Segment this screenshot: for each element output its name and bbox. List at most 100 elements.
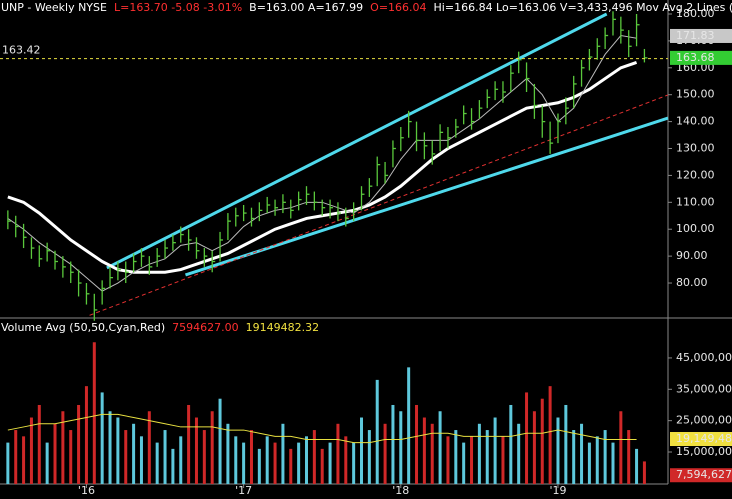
volume-bar bbox=[556, 417, 560, 484]
volume-bar bbox=[336, 423, 340, 484]
volume-bar bbox=[69, 430, 73, 484]
y-tick-label: 100.00 bbox=[676, 222, 715, 235]
trendline bbox=[89, 94, 669, 316]
volume-bar bbox=[202, 430, 206, 484]
volume-bar bbox=[179, 436, 183, 484]
volume-bar bbox=[383, 423, 387, 484]
volume-bar bbox=[84, 386, 88, 484]
volume-bar bbox=[485, 430, 489, 484]
header-item: Hi=166.84 Lo=163.06 V=3,433,496 Mov Avg … bbox=[434, 1, 732, 14]
chart-header: UNP - Weekly NYSE L=163.70 -5.08 -3.01% B=… bbox=[1, 1, 732, 14]
volume-bar bbox=[116, 417, 120, 484]
volume-bar bbox=[92, 342, 96, 484]
x-tick-label: '18 bbox=[392, 484, 409, 497]
volume-bar bbox=[265, 436, 269, 484]
volume-bar bbox=[415, 404, 419, 484]
volume-bar bbox=[234, 436, 238, 484]
volume-bar bbox=[548, 386, 552, 484]
y-tick-label: 80.00 bbox=[676, 276, 708, 289]
volume-bar bbox=[493, 417, 497, 484]
header-item: L=163.70 -5.08 -3.01% bbox=[114, 1, 242, 14]
volume-bar bbox=[281, 423, 285, 484]
volume-bar bbox=[517, 423, 521, 484]
x-tick-label: '19 bbox=[549, 484, 566, 497]
volume-bar bbox=[501, 436, 505, 484]
volume-bar bbox=[273, 442, 277, 484]
volume-legend-item: 7594627.00 bbox=[172, 321, 238, 334]
volume-legend-item: Volume Avg (50,50,Cyan,Red) bbox=[1, 321, 165, 334]
volume-legend: Volume Avg (50,50,Cyan,Red) 7594627.00 191… bbox=[1, 321, 319, 334]
volume-bar bbox=[360, 417, 364, 484]
volume-bar bbox=[611, 442, 615, 484]
volume-bar bbox=[312, 430, 316, 484]
volume-bar bbox=[446, 436, 450, 484]
volume-bar bbox=[430, 423, 434, 484]
volume-bar bbox=[619, 411, 623, 484]
y-tick-label: 90.00 bbox=[676, 249, 708, 262]
volume-bar bbox=[37, 404, 41, 484]
volume-tick-label: 35,000,000 bbox=[676, 382, 732, 395]
volume-bar bbox=[587, 442, 591, 484]
trendline bbox=[185, 116, 669, 277]
volume-bar bbox=[249, 430, 253, 484]
volume-bar bbox=[509, 404, 513, 484]
volume-tick-label: 15,000,000 bbox=[676, 445, 732, 458]
volume-bar bbox=[187, 404, 191, 484]
y-tick-label: 120.00 bbox=[676, 168, 715, 181]
value-callout bbox=[670, 432, 732, 447]
volume-bar bbox=[399, 411, 403, 484]
volume-bar bbox=[147, 411, 151, 484]
y-tick-label: 180.00 bbox=[676, 7, 715, 20]
volume-bar bbox=[595, 436, 599, 484]
volume-bar bbox=[77, 404, 81, 484]
volume-bar bbox=[22, 436, 26, 484]
volume-bar bbox=[642, 461, 646, 484]
volume-bar bbox=[320, 448, 324, 484]
volume-bar bbox=[304, 436, 308, 484]
volume-bar bbox=[163, 430, 167, 484]
value-callout-label: 171.83 bbox=[676, 29, 715, 42]
y-tick-label: 150.00 bbox=[676, 88, 715, 101]
volume-bar bbox=[297, 442, 301, 484]
volume-bar bbox=[210, 411, 214, 484]
value-callout-label: 163.68 bbox=[676, 51, 715, 64]
volume-bar bbox=[375, 379, 379, 484]
volume-bar bbox=[171, 448, 175, 484]
volume-bar bbox=[6, 442, 10, 484]
volume-bar bbox=[391, 404, 395, 484]
value-callout-label: 7,594,627 bbox=[676, 468, 732, 481]
volume-bar bbox=[14, 430, 18, 484]
value-callout bbox=[670, 28, 732, 43]
volume-bar bbox=[580, 423, 584, 484]
volume-bar bbox=[132, 423, 136, 484]
volume-bar bbox=[422, 417, 426, 484]
value-callout bbox=[670, 468, 732, 483]
volume-bar bbox=[603, 430, 607, 484]
header-item: UNP - Weekly NYSE bbox=[1, 1, 107, 14]
volume-tick-label: 25,000,000 bbox=[676, 414, 732, 427]
header-item: B=163.00 A=167.99 bbox=[249, 1, 363, 14]
reference-label: 163.42 bbox=[2, 44, 41, 57]
volume-bar bbox=[328, 442, 332, 484]
x-tick-label: '16 bbox=[78, 484, 95, 497]
volume-legend-item: 19149482.32 bbox=[246, 321, 319, 334]
volume-bar bbox=[53, 423, 57, 484]
volume-bar bbox=[532, 411, 536, 484]
volume-bar bbox=[627, 430, 631, 484]
volume-bar bbox=[407, 367, 411, 484]
value-callout bbox=[670, 50, 732, 65]
volume-bar bbox=[454, 430, 458, 484]
header-item: O=166.04 bbox=[370, 1, 426, 14]
volume-bar bbox=[540, 398, 544, 484]
volume-bar bbox=[257, 448, 261, 484]
volume-bar bbox=[100, 392, 104, 484]
volume-bar bbox=[155, 442, 159, 484]
volume-bar bbox=[29, 417, 33, 484]
y-tick-label: 130.00 bbox=[676, 142, 715, 155]
volume-avg-line bbox=[7, 413, 637, 444]
volume-bar bbox=[242, 442, 246, 484]
volume-bar bbox=[194, 417, 198, 484]
volume-bar bbox=[45, 442, 49, 484]
volume-bar bbox=[108, 411, 112, 484]
